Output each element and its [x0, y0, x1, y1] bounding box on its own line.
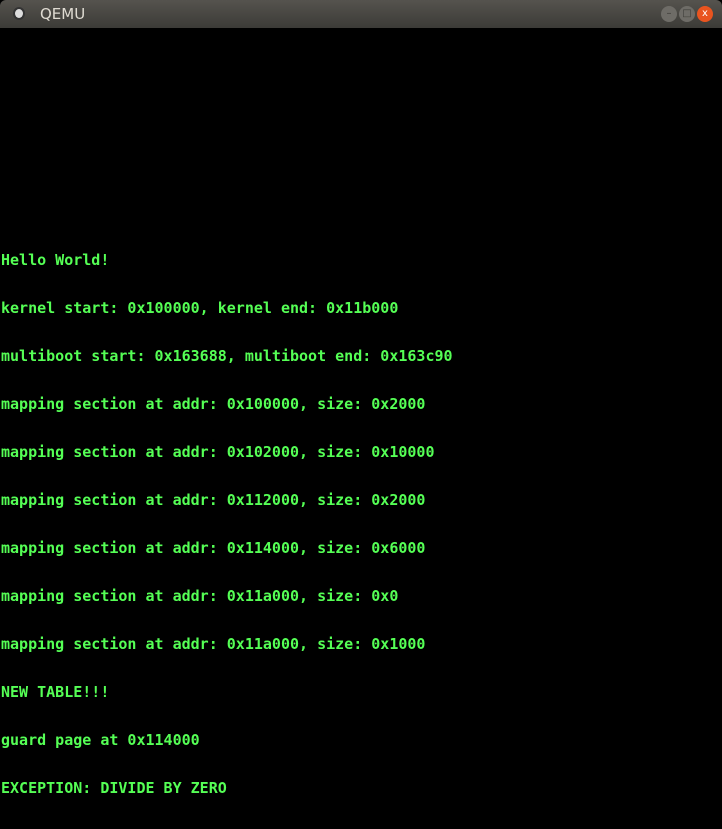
console-line: multiboot start: 0x163688, multiboot end… — [1, 347, 453, 365]
console-output: Hello World! kernel start: 0x100000, ker… — [1, 220, 453, 828]
console-line: mapping section at addr: 0x11a000, size:… — [1, 587, 399, 605]
console-line: kernel start: 0x100000, kernel end: 0x11… — [1, 299, 399, 317]
console-line: NEW TABLE!!! — [1, 683, 110, 701]
console-line: EXCEPTION: DIVIDE BY ZERO — [1, 779, 227, 797]
console-line: mapping section at addr: 0x114000, size:… — [1, 539, 426, 557]
console-line: mapping section at addr: 0x11a000, size:… — [1, 635, 426, 653]
window-title: QEMU — [40, 5, 86, 23]
vm-screen[interactable]: Hello World! kernel start: 0x100000, ker… — [0, 28, 722, 796]
console-line: Hello World! — [1, 251, 110, 269]
title-bar[interactable]: QEMU – □ x — [0, 0, 722, 28]
close-button[interactable]: x — [697, 6, 713, 22]
console-line: mapping section at addr: 0x100000, size:… — [1, 395, 426, 413]
minimize-button[interactable]: – — [661, 6, 677, 22]
qemu-app-icon — [15, 9, 23, 18]
console-line: guard page at 0x114000 — [1, 731, 200, 749]
console-line: mapping section at addr: 0x112000, size:… — [1, 491, 426, 509]
maximize-button[interactable]: □ — [679, 6, 695, 22]
console-line: mapping section at addr: 0x102000, size:… — [1, 443, 435, 461]
